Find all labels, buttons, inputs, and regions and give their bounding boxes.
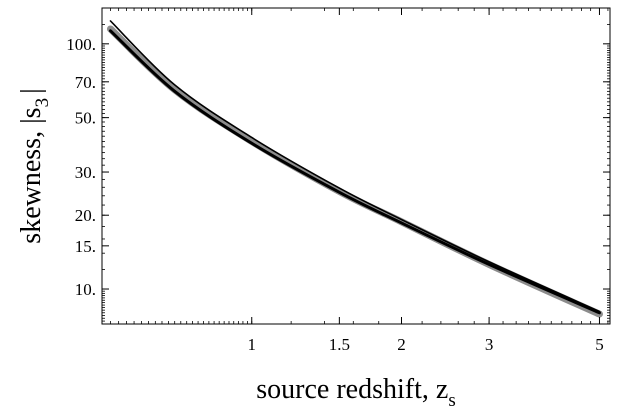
y-tick-label: 10. <box>75 280 96 299</box>
x-tick-label: 5 <box>595 335 604 354</box>
series-line-3 <box>109 20 601 313</box>
x-tick-label: 1 <box>248 335 257 354</box>
x-tick-label: 1.5 <box>329 335 350 354</box>
y-tick-label: 15. <box>75 237 96 256</box>
y-tick-label: 100. <box>66 35 96 54</box>
x-axis-label: source redshift, zs <box>256 374 455 409</box>
series-line-2 <box>108 29 601 315</box>
series-line-1 <box>106 25 603 318</box>
x-ticks: 1 1.5 2 3 5 <box>101 8 609 354</box>
y-tick-label: 70. <box>75 73 96 92</box>
y-tick-label: 50. <box>75 109 96 128</box>
x-tick-label: 2 <box>397 335 406 354</box>
y-ticks: 10. 15. 20. 30. 50. 70. 100. <box>66 7 610 325</box>
x-tick-label: 3 <box>485 335 494 354</box>
y-tick-label: 20. <box>75 206 96 225</box>
y-tick-label: 30. <box>75 163 96 182</box>
series-layer <box>106 20 603 318</box>
plot-frame <box>101 7 611 325</box>
y-axis-label: skewness, |s3| <box>16 88 53 243</box>
